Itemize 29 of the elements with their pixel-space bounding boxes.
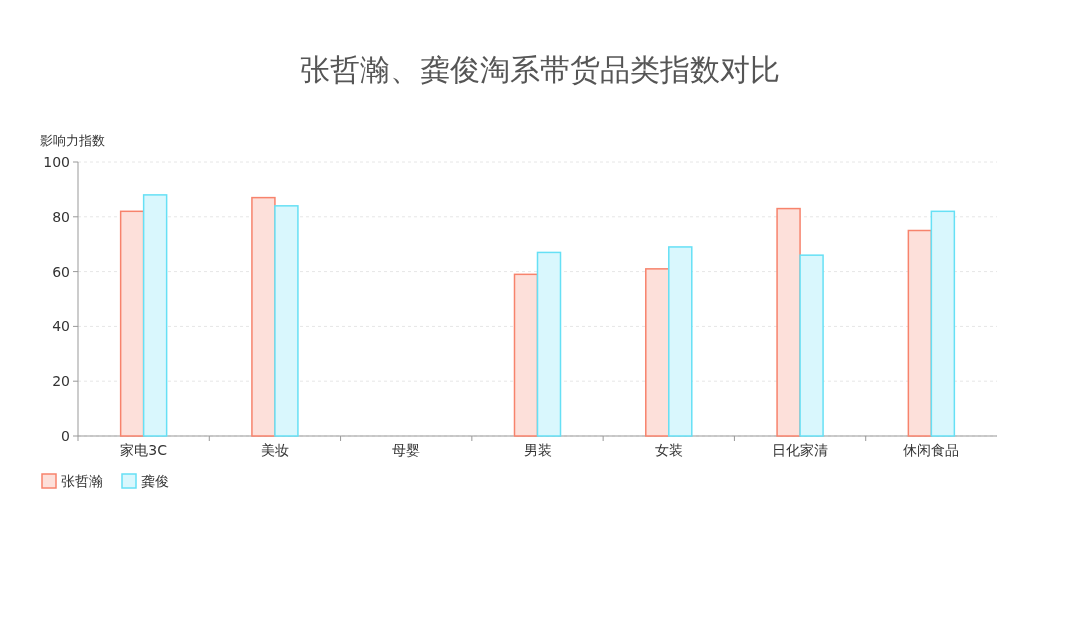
legend-label: 龚俊 bbox=[141, 473, 169, 489]
legend-label: 张哲瀚 bbox=[61, 473, 103, 489]
x-tick-label: 女装 bbox=[654, 442, 683, 458]
y-tick-label: 60 bbox=[52, 263, 70, 280]
chart-title: 张哲瀚、龚俊淘系带货品类指数对比 bbox=[300, 52, 780, 87]
y-tick-label: 100 bbox=[43, 154, 70, 170]
x-tick-label: 家电3C bbox=[120, 442, 168, 458]
bar bbox=[536, 251, 562, 437]
y-tick-label: 20 bbox=[52, 373, 70, 390]
bar bbox=[930, 210, 956, 437]
bar bbox=[142, 194, 168, 437]
bar bbox=[776, 207, 801, 437]
x-tick-label: 男装 bbox=[523, 442, 552, 458]
bar bbox=[645, 268, 670, 437]
bar bbox=[251, 196, 276, 437]
y-axis-title: 影响力指数 bbox=[40, 133, 105, 148]
x-tick-label: 日化家清 bbox=[772, 442, 829, 458]
y-tick-label: 40 bbox=[52, 318, 70, 335]
bar bbox=[274, 205, 299, 437]
y-tick-label: 80 bbox=[52, 208, 70, 225]
bar bbox=[513, 273, 539, 437]
x-tick-label: 休闲食品 bbox=[903, 442, 960, 458]
bar bbox=[907, 229, 933, 437]
x-tick-label: 母婴 bbox=[392, 442, 421, 458]
bar bbox=[799, 254, 824, 437]
bar bbox=[668, 246, 693, 437]
x-tick-label: 美妆 bbox=[260, 442, 289, 458]
bar bbox=[119, 210, 145, 437]
y-tick-label: 0 bbox=[61, 428, 70, 444]
